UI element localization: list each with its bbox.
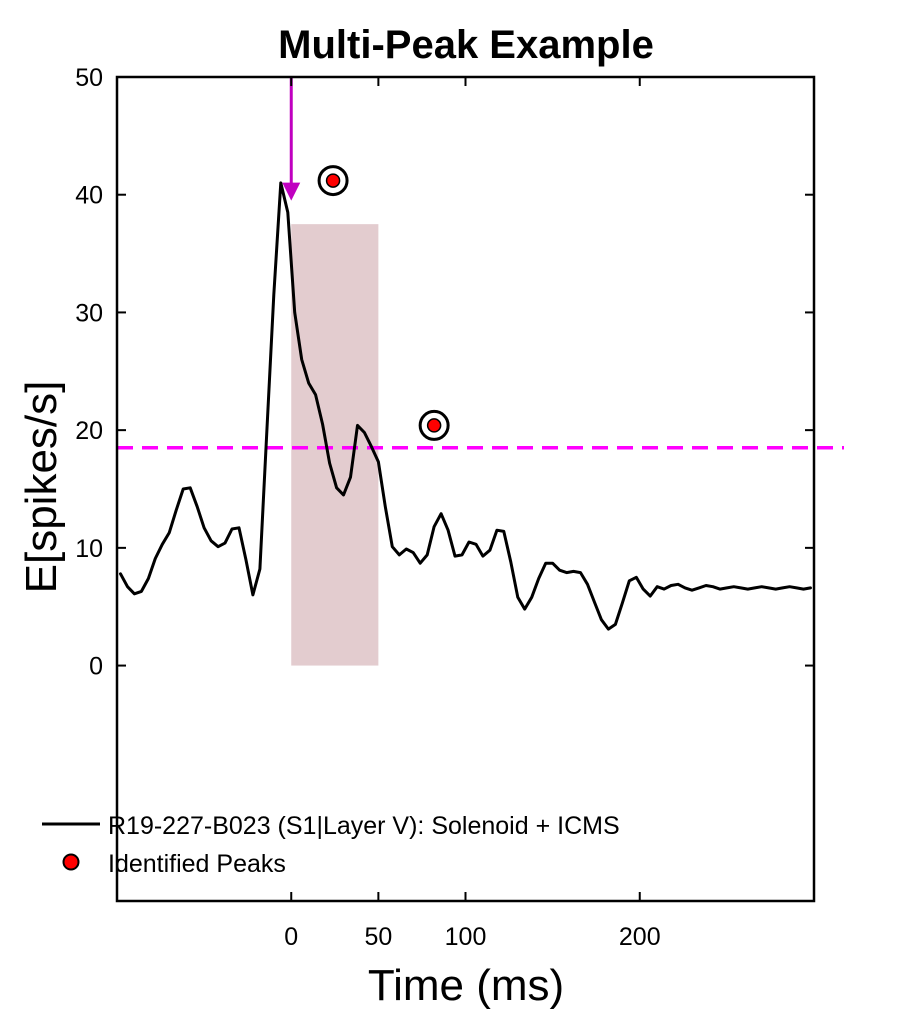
peak-ring — [418, 409, 450, 441]
peak-ring — [317, 165, 349, 197]
y-axis-label: E[spikes/s] — [17, 381, 66, 594]
chart-title: Multi-Peak Example — [278, 23, 654, 67]
legend-marker-peaks — [62, 853, 80, 871]
y-tick-label: 0 — [89, 653, 103, 681]
x-tick-label: 50 — [364, 923, 392, 951]
y-tick-label: 30 — [75, 299, 103, 327]
y-tick-label: 20 — [75, 417, 103, 445]
axes-frame — [115, 75, 816, 903]
x-tick-label: 0 — [284, 923, 298, 951]
plot-area: 0 10 20 30 40 50 0 50 100 200 — [75, 64, 844, 951]
peak-marker — [325, 173, 341, 188]
legend-label-peaks: Identified Peaks — [108, 850, 286, 878]
x-tick-label: 200 — [619, 923, 661, 951]
y-tick-label: 50 — [75, 64, 103, 92]
y-tick-label: 40 — [75, 182, 103, 210]
x-tick-label: 100 — [445, 923, 487, 951]
x-axis-label: Time (ms) — [368, 961, 564, 1010]
legend-label-series: R19-227-B023 (S1|Layer V): Solenoid + IC… — [108, 812, 620, 840]
peak-marker — [426, 418, 442, 433]
response-window — [291, 224, 379, 666]
y-tick-label: 10 — [75, 535, 103, 563]
series-line — [119, 181, 812, 631]
stimulus-arrow-head — [282, 182, 301, 201]
legend: R19-227-B023 (S1|Layer V): Solenoid + IC… — [42, 812, 620, 878]
